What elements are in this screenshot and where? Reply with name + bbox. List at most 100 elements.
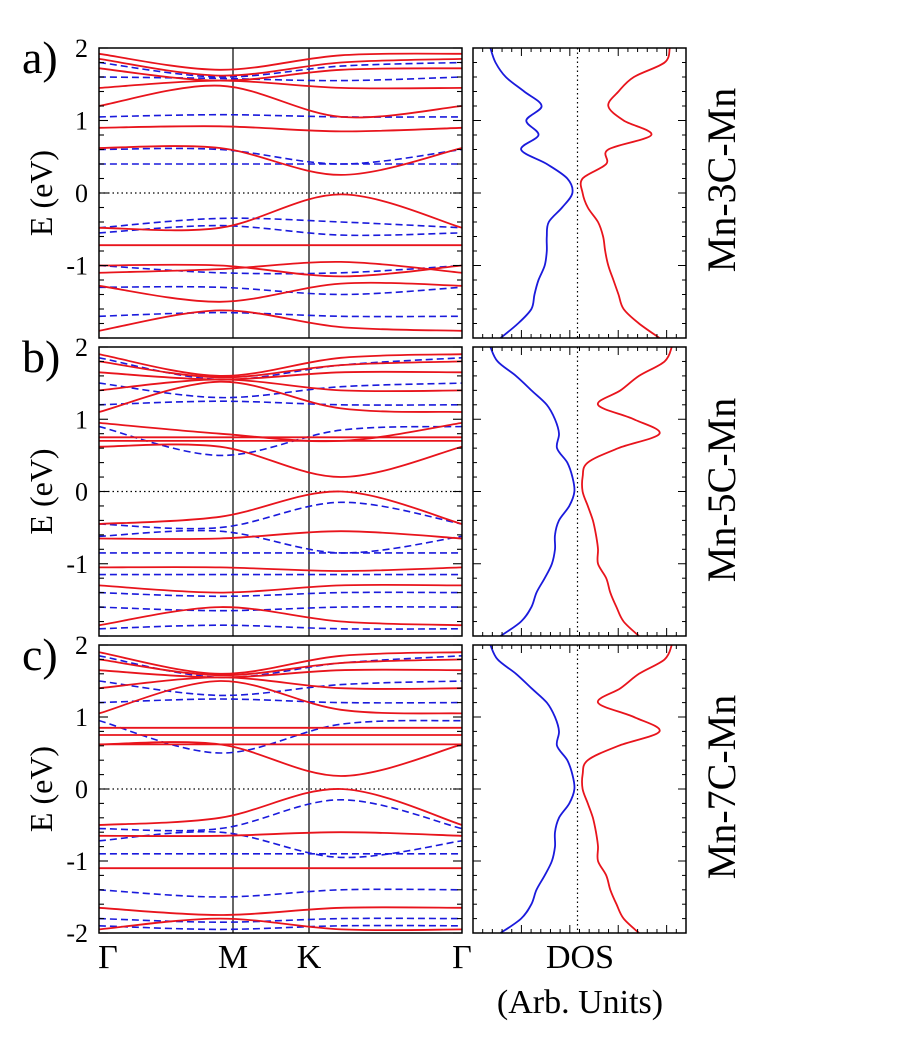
dos-plot (472, 346, 687, 637)
dos-frame (472, 644, 687, 934)
band-spin-up (99, 566, 462, 572)
band-spin-up (99, 917, 462, 932)
band-spin-up (99, 52, 462, 71)
band-spin-up (99, 422, 462, 443)
band-plot: 2 1 0 -1 -2 (66, 631, 463, 948)
y-tick-label: 0 (75, 179, 88, 208)
band-spin-up (99, 378, 462, 393)
band-spin-up (99, 353, 462, 377)
band-spin-up (99, 651, 462, 675)
y-tick-label: -1 (66, 847, 88, 876)
dos-frame (472, 346, 687, 637)
y-tick-label: 1 (75, 703, 88, 732)
y-tick-label: -1 (66, 550, 88, 579)
band-plot: 2 1 0 -1 (66, 34, 463, 339)
y-tick-label: 2 (75, 631, 88, 660)
band-spin-down (99, 719, 462, 754)
band-spin-up (99, 360, 462, 379)
band-spin-down (99, 655, 462, 679)
system-label: Mn-5C-Mn (699, 398, 744, 582)
band-spin-down (99, 924, 462, 931)
band-spin-down (99, 217, 462, 229)
band-spin-up (99, 281, 462, 303)
band-spin-down (99, 501, 462, 530)
dos-spin-down-curve (489, 644, 576, 934)
band-lines (99, 651, 462, 932)
band-spin-up (99, 831, 462, 837)
band-spin-down (99, 425, 462, 457)
band-spin-down (99, 113, 462, 118)
band-spin-up (99, 125, 462, 133)
band-spin-down (99, 147, 462, 165)
dos-plot (472, 644, 687, 934)
band-spin-down (99, 224, 462, 237)
band-spin-up (99, 788, 462, 826)
band-spin-down (99, 888, 462, 898)
dos-spin-up-curve (581, 346, 673, 637)
dos-spin-down-curve (489, 346, 576, 637)
band-spin-down (99, 357, 462, 381)
band-spin-up (99, 263, 462, 278)
dos-plot (472, 47, 687, 339)
band-spin-up (99, 79, 462, 90)
band-spin-down (99, 830, 462, 859)
band-spin-up (99, 84, 462, 119)
band-spin-up (99, 260, 462, 274)
band-spin-up (99, 443, 462, 478)
band-spin-down (99, 76, 462, 82)
band-spin-up (99, 906, 462, 916)
band-spin-down (99, 61, 462, 78)
y-tick-label: -1 (66, 252, 88, 281)
band-spin-up (99, 58, 462, 77)
band-spin-down (99, 311, 462, 318)
k-tick-label-gamma-end: Γ (452, 939, 472, 976)
band-spin-down (99, 624, 462, 630)
panel-label: c) (22, 629, 58, 680)
x-axis-labels: Γ M K Γ DOS (Arb. Units) (98, 939, 663, 1021)
dos-spin-up-curve (579, 47, 671, 339)
system-label: Mn-3C-Mn (699, 88, 744, 272)
band-spin-up (99, 676, 462, 690)
band-plot: 2 1 0 -1 (66, 333, 463, 637)
band-spin-up (99, 680, 462, 715)
band-spin-down (99, 680, 462, 697)
y-axis-label: E (eV) (23, 448, 59, 534)
band-spin-up (99, 741, 462, 777)
band-spin-up (99, 658, 462, 677)
band-spin-down (99, 606, 462, 612)
y-tick-label: 1 (75, 405, 88, 434)
band-spin-down (99, 917, 462, 924)
band-spin-down (99, 529, 462, 554)
band-lines (99, 353, 462, 630)
k-tick-label-m: M (218, 939, 248, 976)
y-axis-label: E (eV) (23, 746, 59, 832)
band-spin-up (99, 380, 462, 413)
band-lines (99, 52, 462, 332)
band-spin-up (99, 583, 462, 594)
y-tick-label: 1 (75, 107, 88, 136)
band-spin-up (99, 67, 462, 82)
k-tick-label-k: K (297, 939, 322, 976)
band-spin-up (99, 145, 462, 176)
band-spin-down (99, 591, 462, 598)
dos-spin-down-curve (489, 47, 574, 339)
panel-1: 2 1 0 -1 a) E (eV) Mn-3C-Mn (22, 32, 744, 339)
panel-label: b) (22, 331, 60, 382)
band-spin-down (99, 400, 462, 406)
dos-spin-up-curve (581, 644, 673, 934)
panel-label: a) (22, 32, 58, 83)
band-spin-up (99, 606, 462, 627)
band-spin-up (99, 490, 462, 525)
band-spin-down (99, 698, 462, 704)
y-tick-label: 0 (75, 478, 88, 507)
band-spin-down (99, 285, 462, 296)
dos-frame (472, 47, 687, 339)
dos-axis-label: DOS (546, 939, 614, 976)
system-label: Mn-7C-Mn (699, 695, 744, 879)
panels-layer: 2 1 0 -1 a) E (eV) Mn-3C-Mn 2 1 0 -1 b) E (eV) Mn-5C-… (22, 32, 744, 948)
y-axis-label: E (eV) (23, 150, 59, 236)
y-tick-label: -2 (66, 919, 88, 948)
band-spin-up (99, 530, 462, 540)
band-spin-up (99, 309, 462, 332)
